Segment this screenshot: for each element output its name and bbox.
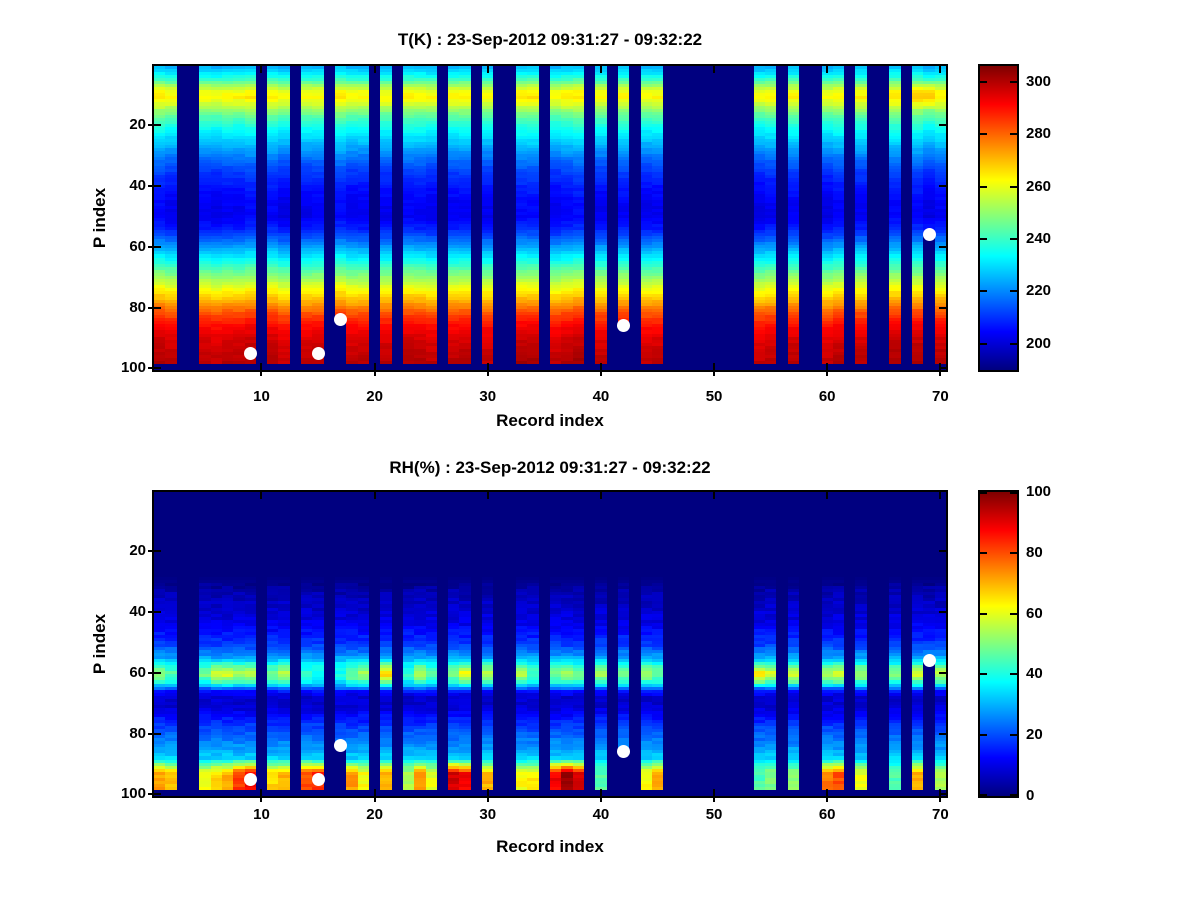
x-tick-mark [826,798,829,802]
temperature-heatmap-canvas [154,66,946,370]
colorbar-tick-label: 260 [1026,177,1052,195]
profile-end-marker [243,772,257,786]
y-tick-mark [148,732,152,735]
x-tick-label: 10 [253,388,270,405]
x-tick-mark [373,798,376,802]
temperature-plot-title: T(K) : 23-Sep-2012 09:31:27 - 09:32:22 [397,30,703,49]
colorbar-tick-label: 80 [1026,543,1043,561]
colorbar-tick-label: 240 [1026,229,1052,247]
profile-end-marker [334,313,348,327]
x-tick-mark [486,372,489,376]
x-tick-mark [373,372,376,376]
y-tick-mark [148,306,152,309]
y-tick-mark [148,611,152,614]
y-tick-mark [148,367,152,370]
colorbar-tick-label: 20 [1026,726,1043,744]
y-tick-label: 80 [129,298,146,316]
profile-end-marker [311,346,325,360]
x-tick-label: 70 [931,806,949,823]
x-tick-mark [939,798,942,802]
colorbar-border [978,64,1019,372]
colorbar-tick-label: 40 [1026,665,1043,683]
y-tick-label: 40 [129,177,146,195]
x-tick-label: 30 [479,388,497,405]
x-tick-label: 20 [366,388,383,405]
x-tick-mark [713,798,716,802]
humidity-y-axis-label: P index [90,613,109,675]
x-tick-mark [599,372,602,376]
colorbar-tick-label: 60 [1026,604,1043,622]
humidity-heatmap-canvas [154,492,946,796]
x-tick-mark [599,798,602,802]
profile-end-marker [922,654,936,668]
colorbar-tick-label: 300 [1026,72,1052,90]
y-tick-label: 20 [129,116,146,134]
profile-end-marker [311,772,325,786]
temperature-colorbar [980,66,1017,370]
y-tick-mark [148,671,152,674]
x-tick-label: 20 [366,806,383,823]
profile-end-marker [617,319,631,333]
profile-end-marker [334,739,348,753]
x-tick-label: 40 [592,388,610,405]
profile-end-marker [922,228,936,242]
colorbar-tick-label: 100 [1026,483,1052,500]
colorbar-tick-label: 280 [1026,125,1052,143]
x-tick-label: 60 [818,806,836,823]
x-tick-mark [260,372,263,376]
x-tick-mark [260,798,263,802]
colorbar-tick-label: 220 [1026,282,1052,300]
x-tick-mark [486,798,489,802]
humidity-x-axis-label: Record index [496,837,604,856]
x-tick-mark [713,372,716,376]
humidity-colorbar [980,492,1017,796]
y-tick-mark [148,245,152,248]
profile-end-marker [243,346,257,360]
y-tick-mark [148,124,152,127]
x-tick-label: 50 [705,388,723,405]
colorbar-tick-label: 0 [1026,787,1035,804]
y-tick-label: 100 [120,785,146,803]
y-tick-label: 80 [129,724,146,742]
x-tick-mark [939,372,942,376]
y-tick-mark [148,550,152,553]
colorbar-border [978,490,1019,798]
x-tick-label: 10 [253,806,270,823]
plot-axes-border [152,490,948,798]
colorbar-tick-label: 200 [1026,334,1052,352]
x-tick-label: 60 [818,388,836,405]
y-tick-label: 20 [129,542,146,560]
y-tick-label: 60 [129,237,146,255]
temperature-y-axis-label: P index [90,187,109,249]
plot-axes-border [152,64,948,372]
x-tick-label: 30 [479,806,497,823]
y-tick-label: 60 [129,663,146,681]
y-tick-label: 40 [129,603,146,621]
temperature-x-axis-label: Record index [496,411,604,430]
x-tick-mark [826,372,829,376]
x-tick-label: 40 [592,806,610,823]
humidity-plot-title: RH(%) : 23-Sep-2012 09:31:27 - 09:32:22 [389,458,711,477]
x-tick-label: 50 [705,806,723,823]
profile-end-marker [617,745,631,759]
y-tick-label: 100 [120,359,146,377]
x-tick-label: 70 [931,388,949,405]
y-tick-mark [148,793,152,796]
y-tick-mark [148,185,152,188]
